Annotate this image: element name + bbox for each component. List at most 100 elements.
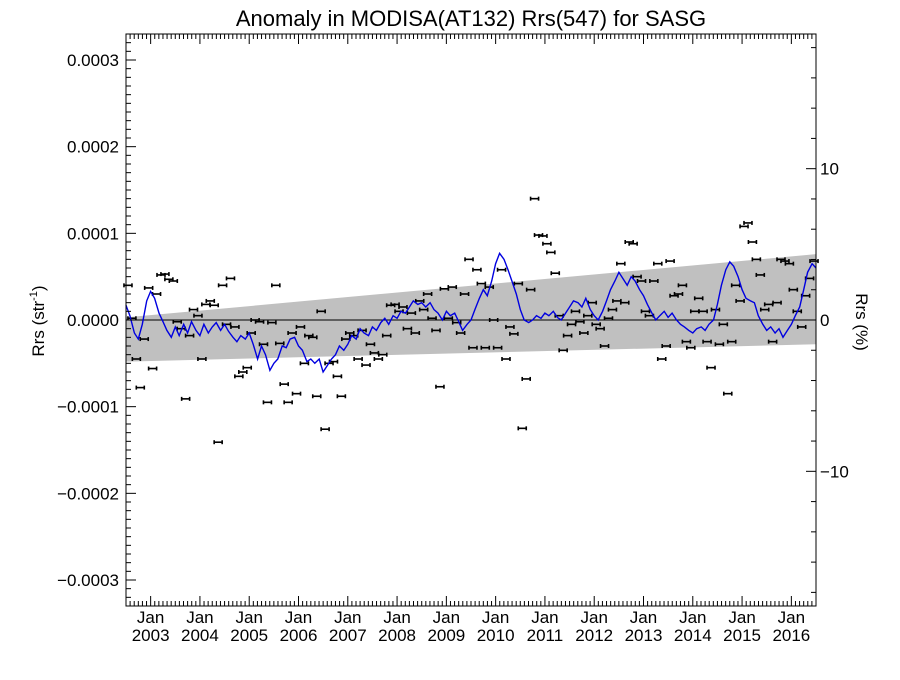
data-point [377,352,388,357]
data-point [291,391,302,396]
data-point [702,339,712,344]
data-point [772,300,782,305]
data-point [267,320,277,325]
data-point [422,292,433,296]
data-point [468,345,478,350]
x-tick-year: 2011 [527,626,564,645]
data-point [661,344,671,348]
y-tick-label: −0.0002 [57,484,119,503]
data-point [747,240,758,244]
x-tick-month: Jan [482,608,509,627]
data-point [131,357,142,361]
data-point [427,316,437,321]
y2-tick-label: −10 [820,462,849,481]
data-point [628,241,638,246]
y2-tick-label: 10 [820,160,839,179]
data-point [258,342,269,347]
data-point [767,339,778,344]
data-point [353,357,363,361]
data-point [295,324,306,329]
data-point [501,357,511,361]
data-point [698,309,708,314]
chart-title: Anomaly in MODISA(AT132) Rrs(547) for SA… [236,6,706,31]
x-tick-month: Jan [285,608,312,627]
data-point [562,333,573,338]
data-point [673,292,684,296]
y-tick-label: 0.0003 [67,51,119,70]
data-point [160,272,170,277]
data-point [365,342,376,347]
data-point [230,324,240,329]
data-point [492,345,503,350]
data-point [135,385,146,390]
data-point [759,307,770,312]
data-point [283,400,293,405]
data-point [279,382,290,387]
data-point [242,365,253,370]
data-point [681,339,692,344]
data-point [172,319,183,324]
x-tick-year: 2010 [477,626,515,645]
x-tick-month: Jan [433,608,460,627]
data-point [755,272,766,277]
data-point [743,220,753,225]
data-point [455,331,466,335]
plot-area: 0.0003 0.0002 0.0001 0.0000 −0.0001 −0.0002 −0… [57,33,849,645]
data-point [307,335,318,340]
data-point [591,322,601,327]
data-point [274,341,285,346]
data-point [616,261,626,266]
data-point [147,366,158,371]
x-tick-year: 2014 [674,626,712,645]
data-point [488,318,499,322]
data-point [603,316,614,321]
data-point [706,365,716,370]
data-point [373,357,384,361]
data-point [476,281,487,286]
data-point [299,361,310,366]
x-tick-year: 2006 [280,626,318,645]
data-point [381,333,392,338]
data-point [311,394,322,399]
data-point [538,233,548,238]
data-point [459,292,470,296]
data-point [649,279,659,283]
data-point [184,333,195,338]
data-point [579,331,589,335]
data-point [496,267,507,272]
x-tick-year: 2009 [427,626,465,645]
data-point [521,376,532,381]
data-point [726,339,737,344]
data-point [271,283,281,288]
x-tick-year: 2013 [625,626,663,645]
data-point [546,250,556,255]
data-point [796,324,807,329]
data-point [665,259,675,264]
data-point [599,344,610,348]
x-tick-month: Jan [334,608,361,627]
data-point [640,309,651,314]
data-point [217,283,228,288]
data-point [784,261,795,266]
data-point [542,241,552,246]
data-point [788,287,799,292]
data-point [205,298,216,303]
data-point [193,313,203,318]
data-point [739,224,749,229]
smoothed-line [125,251,817,374]
data-point [447,285,458,290]
data-point [677,283,688,288]
x-tick-month: Jan [728,608,755,627]
data-point [517,426,528,431]
data-point [607,307,618,312]
data-point [656,357,667,361]
data-point [143,285,154,290]
x-tick-month: Jan [778,608,805,627]
x-tick-month: Jan [531,608,558,627]
data-point [406,311,417,316]
data-point [435,384,445,389]
data-point [686,345,696,350]
x-tick-year: 2015 [723,626,761,645]
